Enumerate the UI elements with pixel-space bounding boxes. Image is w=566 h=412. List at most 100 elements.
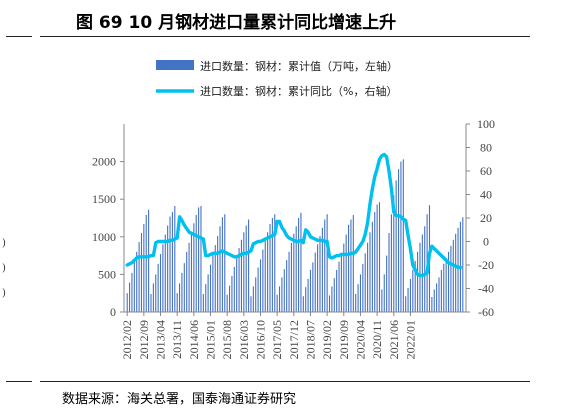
x-tick-label: 2015/01 [204,320,218,359]
bar [438,277,440,312]
bar [131,272,133,312]
bar [305,287,307,312]
bar [400,161,402,312]
bar [278,286,281,312]
bar [190,232,193,312]
bar [419,242,421,312]
bar [167,225,169,312]
x-tick-label: 2012/02 [120,320,134,359]
bar [319,236,321,312]
source-rule-left [6,381,32,382]
bar [345,234,347,312]
left-tick-label: 1500 [92,192,116,206]
bar [312,262,314,312]
bar [307,278,309,312]
right-tick-label: -20 [478,258,494,272]
bar [352,214,354,312]
x-tick-label: 2016/03 [237,320,251,359]
source-rule [40,381,530,382]
right-axis: -60 -40 -20 0 20 40 60 80 100 [465,117,495,319]
bar [217,236,219,312]
bar [421,234,423,312]
x-tick-label: 2019/02 [320,320,334,359]
bar [397,169,400,312]
x-tick-label: 2013/04 [154,320,168,359]
bar [331,286,333,312]
bar [348,224,350,312]
bar [374,211,376,312]
bar [236,257,238,312]
bar [233,266,235,312]
bar [388,233,390,312]
x-tick-label: 2012/09 [137,320,151,359]
bar [133,261,135,312]
right-tick-label: 100 [477,117,495,131]
x-tick-label: 2013/11 [170,320,184,359]
bar [205,284,207,312]
bar [283,269,285,312]
bar [317,244,319,312]
title-rule [40,36,530,37]
x-tick-label: 2018/07 [303,320,317,359]
bar [140,233,143,312]
bar [378,202,381,312]
bar [226,294,228,312]
bar [267,232,269,312]
right-tick-label: -60 [478,305,494,319]
bar [309,269,312,312]
left-axis: 0 500 1000 1500 2000 [92,124,125,319]
right-tick-label: 80 [480,141,492,155]
bar [295,226,297,312]
bar [450,245,452,312]
bar [248,219,250,312]
bar [440,269,442,312]
bar [145,214,147,312]
bar [257,267,259,312]
bar [286,260,288,312]
legend-swatch-bar [156,60,194,70]
left-tick-label: 500 [98,267,116,281]
bar [367,242,369,312]
line-path [125,152,463,278]
bar [245,225,247,312]
bar [383,274,385,312]
bar [202,293,204,312]
bar [431,296,433,312]
bar-series [126,159,464,312]
bar [455,233,457,312]
bar [181,272,183,312]
bar [364,253,366,312]
bar [126,293,128,312]
bar [405,296,407,312]
bar [409,278,411,312]
right-tick-label: -40 [478,282,494,296]
bar [269,224,271,312]
line-series [125,152,463,278]
bar [152,283,154,312]
bar [298,218,300,312]
x-axis: 2012/02 2012/09 2013/04 2013/11 2014/06 2015/… [120,311,466,359]
bar [264,240,266,312]
bar [300,212,302,312]
bar [436,283,438,312]
bar [188,242,190,312]
left-tick-label: 1000 [92,230,116,244]
bar [321,227,323,312]
bar [212,254,214,312]
x-tick-label: 2016/10 [253,320,267,359]
right-tick-label: 40 [480,188,492,202]
bar [143,224,145,312]
bar [390,214,392,312]
bar [129,282,131,312]
bar [386,255,388,312]
bar [452,239,454,312]
bar [159,254,162,312]
bar [193,223,195,312]
right-tick-label: 0 [483,235,489,249]
bar [393,195,395,312]
bar [219,226,221,312]
legend-label-line: 进口数量：钢材：累计同比（%，右轴） [200,84,397,98]
bar [198,207,200,312]
source-note: 数据来源：海关总署，国泰海通证券研究 [62,392,297,407]
bar [288,251,290,312]
